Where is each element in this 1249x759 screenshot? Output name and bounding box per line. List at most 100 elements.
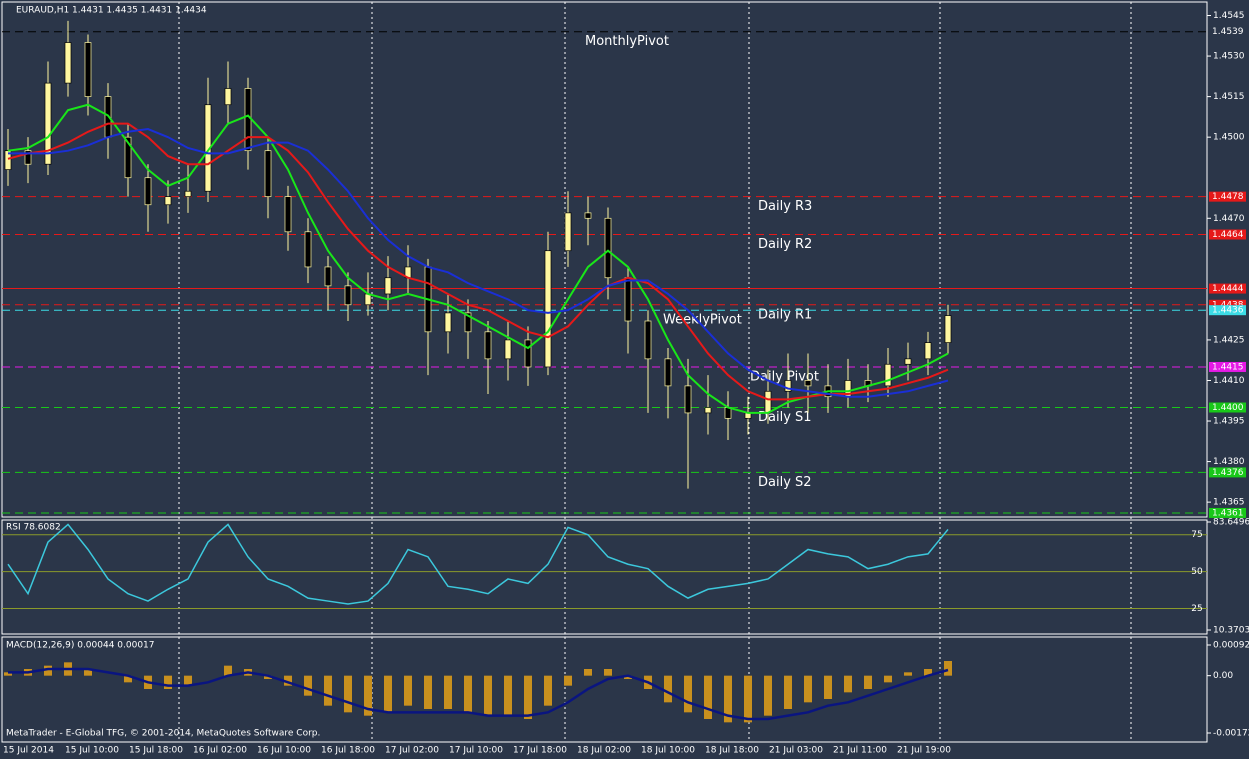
macd-bar xyxy=(364,675,372,716)
macd-bar xyxy=(704,675,712,719)
y-tick-label: 1.4410 xyxy=(1213,376,1245,386)
level-name: WeeklyPivot xyxy=(663,313,742,328)
level-name: Daily S2 xyxy=(758,475,812,490)
moving-average xyxy=(8,128,949,398)
y-tick-label: 1.4470 xyxy=(1213,214,1245,224)
macd-bar xyxy=(904,672,912,676)
macd-bar xyxy=(844,675,852,693)
rsi-level-label: 25 xyxy=(1191,604,1202,614)
x-tick-label: 18 Jul 10:00 xyxy=(641,746,695,756)
candle-body xyxy=(624,277,632,322)
x-tick-label: 17 Jul 10:00 xyxy=(449,746,503,756)
y-tick-label: -0.00172 xyxy=(1213,729,1249,739)
macd-bar xyxy=(264,675,272,679)
copyright: MetaTrader - E-Global TFG, © 2001-2014, … xyxy=(6,729,320,739)
macd-bar xyxy=(384,675,392,713)
x-tick-label: 15 Jul 2014 xyxy=(3,746,54,756)
y-tick-label: 1.4545 xyxy=(1213,11,1245,21)
x-tick-label: 16 Jul 02:00 xyxy=(193,746,247,756)
candle-body xyxy=(64,42,72,84)
y-tick-label: 0.00 xyxy=(1213,671,1233,681)
y-tick-label: 1.4425 xyxy=(1213,335,1245,345)
macd-bar xyxy=(224,665,232,676)
macd-bar xyxy=(4,672,12,676)
macd-bar xyxy=(124,675,132,683)
candle-body xyxy=(224,88,232,106)
level-name: Daily R2 xyxy=(758,237,812,252)
price-box xyxy=(1209,229,1246,240)
candle-body xyxy=(124,136,132,179)
candle-body xyxy=(384,277,392,295)
candle-body xyxy=(764,390,772,414)
rsi-level-label: 75 xyxy=(1191,530,1202,540)
x-tick-label: 15 Jul 18:00 xyxy=(129,746,183,756)
price-box xyxy=(1209,283,1246,294)
y-tick-label: 83.6496 xyxy=(1213,518,1249,528)
macd-bar xyxy=(544,675,552,706)
price-box xyxy=(1209,361,1246,372)
macd-bar xyxy=(924,669,932,676)
y-tick-label: 1.4500 xyxy=(1213,133,1245,143)
macd-bar xyxy=(624,675,632,679)
macd-bar xyxy=(504,675,512,716)
candle-body xyxy=(324,266,332,287)
price-label: 1.4478 xyxy=(1212,192,1244,202)
rsi-line xyxy=(7,523,949,605)
candle-body xyxy=(904,358,912,365)
macd-bar xyxy=(944,661,952,676)
candle-body xyxy=(84,42,92,97)
level-name: MonthlyPivot xyxy=(585,34,669,49)
price-label: 1.4539 xyxy=(1212,27,1244,37)
price-label: 1.4400 xyxy=(1212,403,1244,413)
macd-bar xyxy=(524,675,532,719)
x-tick-label: 17 Jul 18:00 xyxy=(513,746,567,756)
macd-title: MACD(12,26,9) 0.00044 0.00017 xyxy=(6,641,155,651)
price-box xyxy=(1209,191,1246,202)
macd-bar xyxy=(404,675,412,706)
candle-body xyxy=(884,363,892,387)
rsi-title: RSI 78.6082 xyxy=(6,523,61,533)
macd-bar xyxy=(784,675,792,709)
y-tick-label: 10.3703 xyxy=(1213,626,1249,636)
symbol-header: EURAUD,H1 1.4431 1.4435 1.4431 1.4434 xyxy=(16,6,207,16)
candle-body xyxy=(704,407,712,414)
candle-body xyxy=(564,212,572,252)
y-tick-label: 1.4395 xyxy=(1213,417,1245,427)
level-name: Daily R3 xyxy=(758,199,812,214)
signal-line xyxy=(8,667,949,721)
macd-bar xyxy=(44,665,52,676)
macd-bar xyxy=(444,675,452,709)
y-tick-label: 0.00092 xyxy=(1213,641,1249,651)
price-box xyxy=(1209,467,1246,478)
candle-body xyxy=(664,358,672,387)
candle-body xyxy=(284,196,292,233)
price-box xyxy=(1209,299,1246,310)
moving-average xyxy=(7,103,949,414)
price-label: 1.4415 xyxy=(1212,362,1244,372)
price-label: 1.4464 xyxy=(1212,230,1244,240)
macd-bar xyxy=(184,675,192,686)
candle-body xyxy=(244,88,252,152)
candle-body xyxy=(644,320,652,360)
y-tick-label: 1.4515 xyxy=(1213,92,1245,102)
macd-bar xyxy=(484,675,492,716)
candle-body xyxy=(684,385,692,414)
y-tick-label: 1.4530 xyxy=(1213,52,1245,62)
level-name: Daily S1 xyxy=(758,410,812,425)
price-label: 1.4444 xyxy=(1212,284,1244,294)
macd-bar xyxy=(824,675,832,699)
candle-body xyxy=(144,177,152,206)
macd-bar xyxy=(344,675,352,713)
candle-body xyxy=(944,315,952,343)
macd-bar xyxy=(424,675,432,709)
x-tick-label: 16 Jul 10:00 xyxy=(257,746,311,756)
price-label: 1.4361 xyxy=(1212,508,1244,518)
x-tick-label: 16 Jul 18:00 xyxy=(321,746,375,756)
macd-bar xyxy=(84,669,92,676)
macd-bar xyxy=(584,669,592,676)
candle-body xyxy=(184,190,192,197)
candle-body xyxy=(784,380,792,392)
rsi-panel xyxy=(1,519,1208,635)
